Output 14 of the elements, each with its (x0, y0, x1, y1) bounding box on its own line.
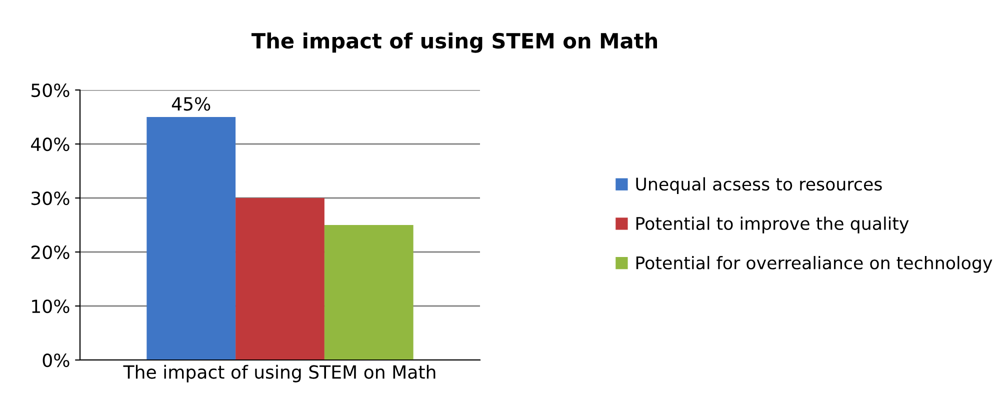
y-tick-label: 20% (31, 245, 70, 260)
data-label: 45% (172, 97, 210, 111)
legend-label: Potential for overrealiance on technology (636, 256, 992, 273)
bar (324, 225, 414, 360)
y-tick-label: 40% (31, 137, 70, 152)
chart-title: The impact of using STEM on Math (251, 32, 657, 53)
legend-label: Potential to improve the quality (636, 216, 909, 234)
legend-label: Unequal acsess to resources (636, 177, 882, 194)
y-tick-label: 0% (42, 353, 70, 368)
y-tick-label: 10% (32, 299, 70, 314)
y-tick-label: 30% (32, 191, 70, 206)
bar (236, 198, 324, 360)
bar (146, 117, 236, 360)
y-tick-label: 50% (32, 83, 70, 98)
